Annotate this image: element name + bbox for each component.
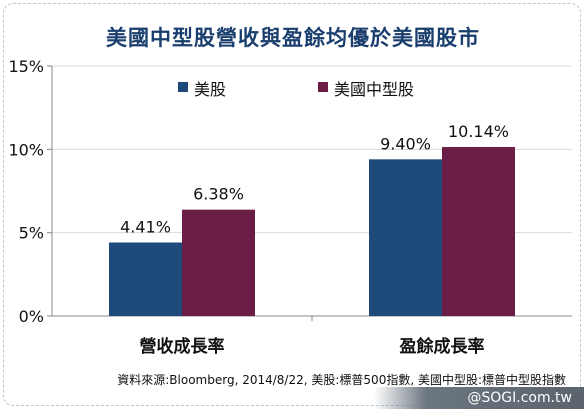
data-label: 10.14% [448, 122, 509, 141]
watermark: @SOGI.com.tw [374, 387, 584, 409]
legend-swatch-us-stocks [178, 82, 188, 92]
y-tick-label: 0% [19, 307, 44, 326]
data-label: 9.40% [380, 134, 431, 153]
legend-swatch-us-midcap [318, 82, 328, 92]
bar [182, 209, 255, 316]
bar [369, 159, 442, 316]
bar [442, 147, 515, 316]
data-label: 4.41% [120, 218, 171, 237]
y-tick-label: 15% [8, 57, 44, 76]
y-tick-label: 10% [8, 140, 44, 159]
legend-label-us-midcap: 美國中型股 [334, 80, 415, 99]
legend-label-us-stocks: 美股 [194, 80, 227, 99]
y-tick-label: 5% [19, 224, 44, 243]
bar [109, 242, 182, 316]
source-note: 資料來源:Bloomberg, 2014/8/22, 美股:標普500指數, 美… [117, 373, 566, 387]
x-category-label: 盈餘成長率 [399, 336, 485, 357]
chart-title: 美國中型股營收與盈餘均優於美國股市 [106, 26, 480, 50]
data-label: 6.38% [193, 185, 244, 204]
x-category-label: 營收成長率 [140, 336, 225, 357]
